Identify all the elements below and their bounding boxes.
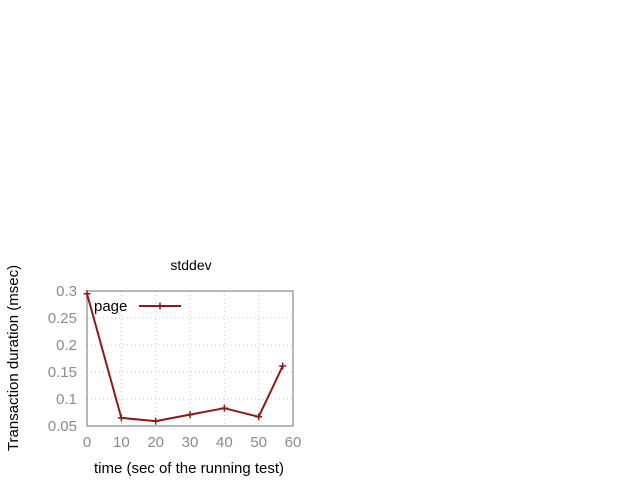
x-tick-label: 20 (147, 434, 164, 451)
x-tick-labels: 0 10 20 30 40 50 60 (83, 434, 302, 451)
y-tick-labels: 0.05 0.1 0.15 0.2 0.25 0.3 (48, 283, 77, 435)
x-tick-label: 0 (83, 434, 91, 451)
data-point (220, 404, 228, 412)
x-tick-label: 60 (285, 434, 302, 451)
series-layer (83, 290, 287, 425)
y-tick-label: 0.3 (56, 283, 77, 300)
y-tick-label: 0.1 (56, 391, 77, 408)
data-point (186, 411, 194, 419)
y-tick-label: 0.15 (48, 364, 77, 381)
plot-frame (86, 290, 294, 427)
y-tick-label: 0.05 (48, 418, 77, 435)
y-axis-label: Transaction duration (msec) (5, 265, 22, 451)
y-tick-label: 0.2 (56, 337, 77, 354)
data-point (279, 362, 287, 370)
data-point (117, 414, 125, 422)
x-axis-label: time (sec of the running test) (94, 460, 284, 477)
legend-label-page: page (94, 298, 127, 315)
data-point (152, 417, 160, 425)
data-point (255, 413, 263, 421)
data-point (83, 290, 91, 298)
x-tick-label: 50 (250, 434, 267, 451)
chart-title: stddev (170, 257, 211, 273)
x-tick-label: 30 (182, 434, 199, 451)
legend-marker-page (156, 302, 164, 310)
legend: page (94, 298, 181, 315)
x-tick-label: 10 (113, 434, 130, 451)
y-tick-label: 0.25 (48, 310, 77, 327)
x-tick-label: 40 (216, 434, 233, 451)
